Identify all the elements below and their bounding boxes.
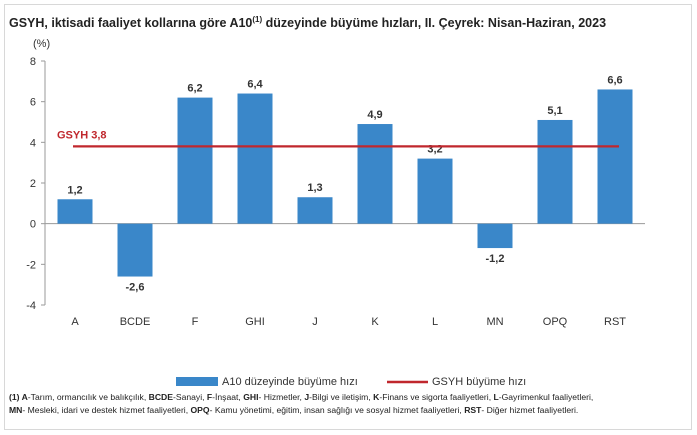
data-label: 1,3 xyxy=(307,182,322,194)
gdp-line-group: GSYH 3,8 xyxy=(57,129,619,148)
footnote-segment: -Bilgi ve iletişim, xyxy=(309,392,374,402)
footnote-segment: - Mesleki, idari ve destek hizmet faaliy… xyxy=(22,404,191,415)
y-tick-label: 4 xyxy=(30,137,36,149)
x-tick-label: F xyxy=(192,316,199,328)
data-label: -2,6 xyxy=(126,282,145,294)
x-tick-label: L xyxy=(432,316,438,328)
y-tick-label: 2 xyxy=(30,178,36,190)
bars: 1,2-2,66,2 6,41,34,93,2-1,25,16,6 xyxy=(57,74,633,294)
x-tick-label: A xyxy=(71,316,79,328)
data-label: 6,6 xyxy=(607,74,622,86)
y-tick-label: 6 xyxy=(30,97,36,109)
data-label: 6,2 xyxy=(187,83,202,95)
x-tick-label: GHI xyxy=(245,316,265,328)
title-main: GSYH, iktisadi faaliyet kollarına göre A… xyxy=(9,16,253,31)
footnote-segment: GHI xyxy=(243,392,259,402)
footnote-segment: OPQ xyxy=(190,404,210,415)
chart-frame xyxy=(4,4,692,430)
footnote-segment: -Gayrimenkul faaliyetleri, xyxy=(498,392,594,402)
y-tick-label: -2 xyxy=(26,259,36,271)
legend-label-bars: A10 düzeyinde büyüme hızı xyxy=(222,376,358,388)
footnote-line-2: MN- Mesleki, idari ve destek hizmet faal… xyxy=(9,404,689,417)
footnote-segment: MN xyxy=(9,404,23,415)
title-superscript: (1) xyxy=(252,15,263,24)
x-axis-ticks: A BCDE F GHI J K L MN OPQ RST xyxy=(71,316,626,328)
bar-a xyxy=(57,199,93,224)
y-tick-label: -4 xyxy=(26,300,36,312)
footnote-segment: RST xyxy=(464,404,482,415)
bar-ghi xyxy=(237,93,273,224)
bar-rst xyxy=(597,89,633,224)
legend-swatch-bars xyxy=(176,377,218,386)
footnote-segment: K xyxy=(373,392,380,402)
x-tick-label: J xyxy=(312,316,318,328)
footnote-segment: - Kamu yönetimi, eğitim, insan sağlığı v… xyxy=(209,404,465,415)
y-axis-label: (%) xyxy=(33,38,50,50)
chart-title: GSYH, iktisadi faaliyet kollarına göre A… xyxy=(9,15,689,30)
x-tick-label: MN xyxy=(486,316,503,328)
footnote-segment: -Sanayi, xyxy=(172,392,207,402)
y-tick-label: 8 xyxy=(30,56,36,68)
bar-bcde xyxy=(117,223,153,277)
title-rest: düzeyinde büyüme hızları, II. Çeyrek: Ni… xyxy=(262,16,607,31)
data-label: 4,9 xyxy=(367,109,382,121)
x-tick-label: K xyxy=(371,316,379,328)
footnote: (1) A-Tarım, ormancılık ve balıkçılık, B… xyxy=(9,391,689,416)
x-tick-label: BCDE xyxy=(120,316,151,328)
footnote-segment: BCDE xyxy=(148,392,173,402)
legend: A10 düzeyinde büyüme hızı GSYH büyüme hız… xyxy=(176,376,526,388)
data-label: -1,2 xyxy=(486,253,505,265)
bar-opq xyxy=(537,119,573,224)
footnote-segment: - Diğer hizmet faaliyetleri. xyxy=(481,404,579,415)
footnote-segment: J xyxy=(304,392,310,402)
bar-mn xyxy=(477,223,513,249)
legend-label-line: GSYH büyüme hızı xyxy=(432,376,526,388)
footnote-segment: L xyxy=(493,392,499,402)
footnote-segment: - Hizmetler, xyxy=(258,392,305,402)
x-tick-label: OPQ xyxy=(543,316,568,328)
footnote-segment: -İnşaat, xyxy=(212,392,244,402)
bar-k xyxy=(357,124,393,224)
data-label: 5,1 xyxy=(547,105,562,117)
footnote-segment: -Tarım, ormancılık ve balıkçılık, xyxy=(27,392,149,402)
footnote-segment: (1) A xyxy=(9,392,28,402)
bar-l xyxy=(417,158,453,224)
footnote-segment: F xyxy=(206,392,213,402)
bar-f xyxy=(177,97,213,224)
gdp-annotation: GSYH 3,8 xyxy=(57,129,107,141)
x-tick-label: RST xyxy=(604,316,626,328)
footnote-segment: -Finans ve sigorta faaliyetleri, xyxy=(379,392,494,402)
data-label: 6,4 xyxy=(247,79,263,91)
data-label: 1,2 xyxy=(67,184,82,196)
bar-j xyxy=(297,197,333,224)
footnote-line-1: (1) A-Tarım, ormancılık ve balıkçılık, B… xyxy=(9,391,689,404)
y-tick-label: 0 xyxy=(30,219,36,231)
